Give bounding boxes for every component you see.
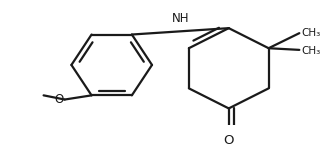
Text: CH₃: CH₃	[301, 28, 320, 38]
Text: NH: NH	[172, 12, 189, 25]
Text: O: O	[54, 93, 64, 106]
Text: CH₃: CH₃	[301, 46, 320, 56]
Text: O: O	[224, 134, 234, 147]
